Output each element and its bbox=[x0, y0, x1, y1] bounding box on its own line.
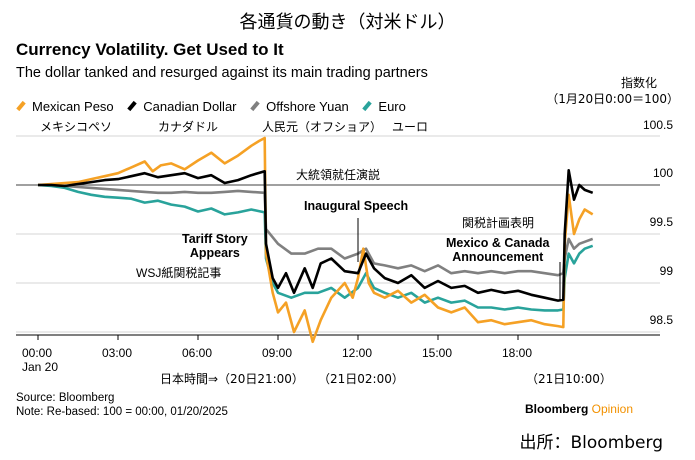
legend-label: Mexican Peso bbox=[32, 98, 114, 114]
y-tick-99-0: 99 bbox=[659, 264, 673, 278]
legend: Mexican Peso Canadian Dollar Offshore Yu… bbox=[16, 96, 416, 114]
jp-time-label: 日本時間⇒（20日21:00） bbox=[160, 372, 304, 386]
brand-logo: Bloomberg Opinion bbox=[525, 402, 633, 416]
y-tick-100-5: 100.5 bbox=[642, 118, 673, 132]
y-tick-100-0: 100 bbox=[652, 166, 673, 180]
annotation-mexico-canada: Mexico & Canada Announcement bbox=[446, 236, 550, 264]
jp-time-noon: （21日02:00） bbox=[318, 372, 404, 386]
brand-name: Bloomberg bbox=[524, 402, 589, 416]
annotation-mexico-canada-jp: 関税計画表明 bbox=[462, 216, 535, 230]
legend-item-canadian-dollar: Canadian Dollar bbox=[127, 98, 237, 114]
legend-item-offshore-yuan: Offshore Yuan bbox=[250, 99, 349, 114]
jp-time-end: （21日10:00） bbox=[526, 372, 612, 386]
note-text: Note: Re-based: 100 = 00:00, 01/20/2025 bbox=[16, 406, 228, 418]
series-line-canadian-dollar bbox=[38, 169, 594, 302]
index-label: 指数化 bbox=[620, 76, 657, 90]
series-line-offshore-yuan bbox=[38, 183, 594, 277]
brand-suffix: Opinion bbox=[591, 402, 633, 416]
index-sublabel: （1月20日0:00＝100） bbox=[546, 92, 679, 106]
series-line-mexican-peso bbox=[37, 136, 594, 344]
chart-title: Currency Volatility. Get Used to It bbox=[16, 40, 284, 59]
legend-jp-cny: 人民元（オフショア） bbox=[262, 120, 383, 134]
x-tick-0900: 09:00 bbox=[262, 346, 293, 360]
series-line-euro bbox=[37, 183, 594, 312]
y-tick-99-5: 99.5 bbox=[649, 215, 673, 229]
annotation-inaugural-jp: 大統領就任演説 bbox=[296, 168, 381, 182]
series-lines bbox=[37, 136, 594, 344]
x-tick-1800: 18:00 bbox=[502, 346, 533, 360]
source-text: Source: Bloomberg bbox=[16, 392, 115, 404]
legend-item-euro: Euro bbox=[362, 98, 406, 114]
chart-subtitle: The dollar tanked and resurged against i… bbox=[16, 65, 428, 81]
x-tick-0000: 00:00 bbox=[22, 346, 53, 360]
x-tick-0600: 06:00 bbox=[182, 346, 213, 360]
annotation-inaugural: Inaugural Speech bbox=[304, 199, 409, 213]
legend-item-mexican-peso: Mexican Peso bbox=[16, 99, 114, 114]
annotation-tariff-story: Tariff Story Appears bbox=[182, 232, 248, 260]
grid bbox=[16, 135, 660, 340]
x-tick-1200: 12:00 bbox=[342, 346, 373, 360]
credit-text: 出所：Bloomberg bbox=[519, 433, 663, 453]
y-tick-98-5: 98.5 bbox=[649, 313, 673, 327]
legend-jp-peso: メキシコペソ bbox=[40, 120, 113, 134]
x-tick-1500: 15:00 bbox=[422, 346, 453, 360]
legend-label: Euro bbox=[378, 98, 406, 114]
legend-jp-eur: ユーロ bbox=[392, 120, 429, 134]
legend-label: Canadian Dollar bbox=[143, 98, 237, 114]
x-tick-0300: 03:00 bbox=[102, 346, 133, 360]
jp-title: 各通貨の動き（対米ドル） bbox=[239, 12, 456, 33]
annotation-wsj: WSJ紙関税記事 bbox=[136, 266, 222, 280]
legend-jp-cad: カナダドル bbox=[158, 120, 219, 134]
x-axis-date: Jan 20 bbox=[22, 360, 59, 374]
legend-label: Offshore Yuan bbox=[266, 98, 349, 114]
